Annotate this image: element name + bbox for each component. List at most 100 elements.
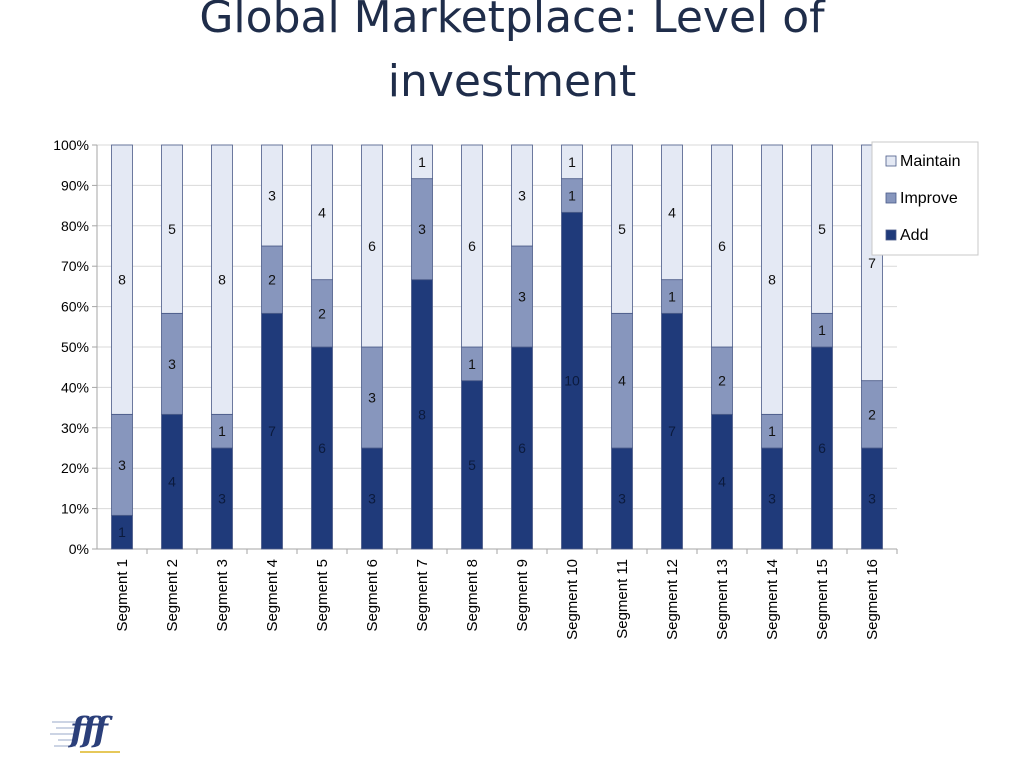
company-logo: fff bbox=[50, 708, 130, 756]
y-tick-label: 0% bbox=[69, 541, 89, 557]
page-title: Global Marketplace: Level of investment bbox=[0, 0, 1024, 114]
y-tick-label: 100% bbox=[53, 137, 89, 153]
data-label-improve: 3 bbox=[368, 390, 376, 406]
data-label-improve: 3 bbox=[518, 289, 526, 305]
x-tick-label: Segment 14 bbox=[764, 559, 781, 640]
y-tick-label: 30% bbox=[61, 420, 89, 436]
data-label-improve: 2 bbox=[268, 272, 276, 288]
data-label-improve: 3 bbox=[118, 457, 126, 473]
logo-text: fff bbox=[70, 710, 108, 750]
bar-maintain bbox=[661, 144, 683, 281]
x-tick-label: Segment 10 bbox=[564, 559, 581, 640]
bar-maintain bbox=[361, 144, 383, 348]
bar-maintain bbox=[511, 144, 533, 247]
x-tick-label: Segment 4 bbox=[264, 559, 281, 632]
data-label-improve: 1 bbox=[468, 356, 476, 372]
data-label-maintain: 7 bbox=[868, 255, 876, 271]
bar-maintain bbox=[161, 144, 183, 314]
data-label-improve: 2 bbox=[718, 373, 726, 389]
y-tick-label: 50% bbox=[61, 339, 89, 355]
data-label-improve: 3 bbox=[418, 221, 426, 237]
data-label-add: 6 bbox=[818, 440, 826, 456]
bar-maintain bbox=[611, 144, 633, 314]
data-label-maintain: 3 bbox=[268, 188, 276, 204]
y-tick-label: 80% bbox=[61, 218, 89, 234]
data-label-add: 3 bbox=[368, 491, 376, 507]
bar-maintain bbox=[561, 144, 583, 180]
data-label-improve: 1 bbox=[568, 188, 576, 204]
data-label-add: 3 bbox=[218, 491, 226, 507]
bar-maintain bbox=[311, 144, 333, 281]
x-tick-label: Segment 11 bbox=[614, 559, 631, 639]
data-label-improve: 2 bbox=[318, 305, 326, 321]
bar-maintain bbox=[211, 144, 233, 415]
data-label-maintain: 5 bbox=[618, 221, 626, 237]
legend-label-improve: Improve bbox=[900, 190, 958, 207]
y-tick-label: 20% bbox=[61, 460, 89, 476]
data-label-add: 10 bbox=[564, 373, 580, 389]
data-label-improve: 1 bbox=[768, 423, 776, 439]
data-label-improve: 1 bbox=[818, 322, 826, 338]
data-label-add: 6 bbox=[518, 440, 526, 456]
data-label-maintain: 6 bbox=[718, 238, 726, 254]
legend-swatch-maintain bbox=[885, 155, 897, 167]
data-label-add: 3 bbox=[618, 491, 626, 507]
data-label-maintain: 4 bbox=[668, 204, 676, 220]
x-tick-label: Segment 3 bbox=[214, 559, 231, 632]
data-label-improve: 4 bbox=[618, 373, 626, 389]
data-label-maintain: 5 bbox=[818, 221, 826, 237]
y-tick-label: 40% bbox=[61, 379, 89, 395]
x-tick-label: Segment 15 bbox=[814, 559, 831, 640]
title-line-1: Global Marketplace: Level of bbox=[199, 0, 825, 43]
bar-maintain bbox=[261, 144, 283, 247]
x-tick-label: Segment 8 bbox=[464, 559, 481, 632]
x-tick-label: Segment 9 bbox=[514, 559, 531, 632]
x-tick-label: Segment 1 bbox=[114, 559, 131, 632]
x-tick-label: Segment 13 bbox=[714, 559, 731, 640]
data-label-add: 3 bbox=[768, 491, 776, 507]
title-line-2: investment bbox=[387, 56, 637, 107]
data-label-improve: 3 bbox=[168, 356, 176, 372]
x-tick-label: Segment 16 bbox=[864, 559, 881, 640]
bar-maintain bbox=[411, 144, 433, 180]
data-label-maintain: 8 bbox=[768, 272, 776, 288]
bar-maintain bbox=[711, 144, 733, 348]
legend-label-add: Add bbox=[900, 227, 928, 244]
data-label-maintain: 6 bbox=[468, 238, 476, 254]
x-tick-label: Segment 2 bbox=[164, 559, 181, 632]
data-label-improve: 1 bbox=[668, 289, 676, 305]
data-label-add: 5 bbox=[468, 457, 476, 473]
bar-maintain bbox=[811, 144, 833, 314]
x-tick-label: Segment 5 bbox=[314, 559, 331, 632]
logo-speed-lines-icon bbox=[50, 721, 120, 753]
data-label-add: 4 bbox=[168, 474, 176, 490]
data-label-add: 8 bbox=[418, 406, 426, 422]
data-label-maintain: 8 bbox=[118, 272, 126, 288]
y-tick-label: 10% bbox=[61, 501, 89, 517]
data-label-add: 6 bbox=[318, 440, 326, 456]
data-label-add: 1 bbox=[118, 524, 126, 540]
data-label-add: 7 bbox=[268, 423, 276, 439]
bar-maintain bbox=[111, 144, 133, 415]
data-label-maintain: 6 bbox=[368, 238, 376, 254]
data-label-maintain: 1 bbox=[418, 154, 426, 170]
data-label-add: 3 bbox=[868, 491, 876, 507]
y-tick-label: 90% bbox=[61, 177, 89, 193]
data-label-maintain: 4 bbox=[318, 204, 326, 220]
x-tick-label: Segment 12 bbox=[664, 559, 681, 640]
x-tick-label: Segment 7 bbox=[414, 559, 431, 632]
legend-label-maintain: Maintain bbox=[900, 153, 960, 170]
data-label-maintain: 5 bbox=[168, 221, 176, 237]
legend-swatch-add bbox=[885, 229, 897, 241]
y-tick-label: 70% bbox=[61, 258, 89, 274]
bar-maintain bbox=[761, 144, 783, 415]
y-tick-label: 60% bbox=[61, 299, 89, 315]
data-label-maintain: 8 bbox=[218, 272, 226, 288]
data-label-improve: 2 bbox=[868, 406, 876, 422]
legend-swatch-improve bbox=[885, 192, 897, 204]
data-label-add: 4 bbox=[718, 474, 726, 490]
x-tick-label: Segment 6 bbox=[364, 559, 381, 632]
data-label-maintain: 3 bbox=[518, 188, 526, 204]
data-label-improve: 1 bbox=[218, 423, 226, 439]
